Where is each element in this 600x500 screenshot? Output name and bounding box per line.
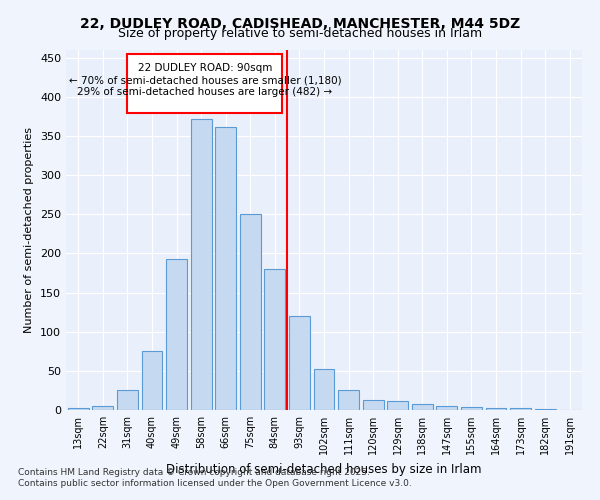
Text: 22 DUDLEY ROAD: 90sqm: 22 DUDLEY ROAD: 90sqm	[137, 64, 272, 74]
Bar	[191, 119, 212, 410]
Bar	[535, 409, 556, 410]
Bar	[265, 269, 286, 410]
Bar	[387, 402, 408, 410]
Bar	[412, 404, 433, 410]
Bar	[215, 126, 236, 410]
Bar	[240, 214, 261, 410]
Bar	[166, 259, 187, 410]
Text: Contains HM Land Registry data © Crown copyright and database right 2025.
Contai: Contains HM Land Registry data © Crown c…	[18, 468, 412, 487]
Bar	[289, 316, 310, 410]
Bar	[117, 390, 138, 410]
Text: ← 70% of semi-detached houses are smaller (1,180): ← 70% of semi-detached houses are smalle…	[68, 75, 341, 85]
Bar	[68, 408, 89, 410]
FancyBboxPatch shape	[127, 54, 282, 112]
Bar	[510, 408, 531, 410]
Y-axis label: Number of semi-detached properties: Number of semi-detached properties	[25, 127, 34, 333]
Bar	[338, 390, 359, 410]
Bar	[92, 406, 113, 410]
Text: 29% of semi-detached houses are larger (482) →: 29% of semi-detached houses are larger (…	[77, 87, 332, 97]
Bar	[314, 368, 334, 410]
Bar	[362, 400, 383, 410]
Bar	[485, 408, 506, 410]
Bar	[461, 407, 482, 410]
Bar	[142, 352, 163, 410]
Bar	[436, 406, 457, 410]
Text: 22, DUDLEY ROAD, CADISHEAD, MANCHESTER, M44 5DZ: 22, DUDLEY ROAD, CADISHEAD, MANCHESTER, …	[80, 18, 520, 32]
X-axis label: Distribution of semi-detached houses by size in Irlam: Distribution of semi-detached houses by …	[166, 462, 482, 475]
Text: Size of property relative to semi-detached houses in Irlam: Size of property relative to semi-detach…	[118, 28, 482, 40]
